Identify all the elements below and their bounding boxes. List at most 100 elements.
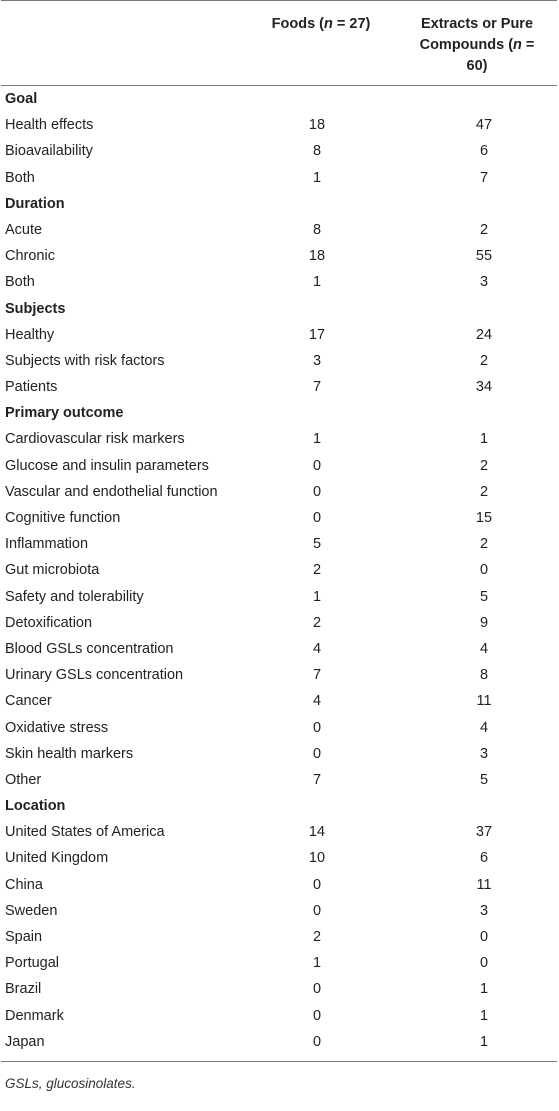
foods-count: 18 — [308, 117, 326, 134]
header-extracts: Extracts or Pure Compounds (n = 60) — [397, 14, 557, 77]
row-label: Vascular and endothelial function — [5, 483, 218, 500]
table-row: Brazil 0 1 — [1, 976, 557, 1002]
extracts-count: 4 — [479, 719, 489, 736]
row-label: Acute — [5, 221, 43, 238]
section-header-row: Duration — [1, 191, 557, 217]
table-row: Portugal 1 0 — [1, 950, 557, 976]
section-label: Primary outcome — [5, 405, 124, 422]
foods-count: 7 — [312, 771, 322, 788]
row-label: Glucose and insulin parameters — [5, 457, 209, 474]
table-body: Goal Health effects 18 47 Bioavailability 8 6 B… — [1, 86, 557, 1055]
row-label: Spain — [5, 929, 43, 945]
row-label: Chronic — [5, 248, 55, 265]
foods-count: 0 — [312, 981, 322, 998]
header-foods-prefix: Foods ( — [271, 16, 324, 32]
foods-count: 8 — [312, 221, 322, 238]
extracts-count: 9 — [479, 614, 489, 631]
extracts-count: 6 — [479, 850, 489, 867]
table-row: Other 7 5 — [1, 767, 557, 793]
extracts-count: 2 — [479, 457, 489, 474]
header-foods-n: n — [324, 16, 333, 32]
row-label: Other — [5, 771, 42, 788]
table-row: Oxidative stress 0 4 — [1, 715, 557, 741]
extracts-count: 47 — [475, 117, 493, 134]
table-row: Healthy 17 24 — [1, 322, 557, 348]
extracts-count: 2 — [479, 483, 489, 500]
table-row: Both 1 3 — [1, 269, 557, 295]
foods-count: 0 — [312, 745, 322, 762]
table-row: Cognitive function 0 15 — [1, 505, 557, 531]
extracts-count: 1 — [479, 431, 489, 448]
foods-count: 10 — [308, 850, 326, 867]
table-row: Subjects with risk factors 3 2 — [1, 348, 557, 374]
section-header-row: Goal — [1, 86, 557, 112]
foods-count: 2 — [312, 614, 322, 631]
header-extracts-line2: Compounds (n = — [397, 35, 557, 56]
table-row: China 0 11 — [1, 872, 557, 898]
row-label: Cognitive function — [5, 510, 121, 526]
table-bottom-rule — [1, 1060, 557, 1062]
row-label: Brazil — [5, 981, 42, 998]
extracts-count: 0 — [479, 955, 489, 972]
table-row: Glucose and insulin parameters 0 2 — [1, 453, 557, 479]
foods-count: 14 — [308, 824, 326, 841]
foods-count: 1 — [312, 169, 322, 186]
table-row: Both 1 7 — [1, 165, 557, 191]
row-label: Detoxification — [5, 614, 93, 631]
section-label: Goal — [5, 91, 38, 107]
extracts-count: 34 — [475, 379, 493, 396]
foods-count: 17 — [308, 326, 326, 343]
table-row: United States of America 14 37 — [1, 819, 557, 845]
table-row: Acute 8 2 — [1, 217, 557, 243]
table-row: Spain 2 0 — [1, 924, 557, 950]
table-row: Cancer 4 11 — [1, 688, 557, 714]
table-footnote: GSLs, glucosinolates. — [5, 1075, 136, 1091]
extracts-count: 37 — [475, 824, 493, 841]
header-extracts-n: n — [513, 37, 522, 53]
row-label: China — [5, 876, 43, 893]
row-label: Denmark — [5, 1007, 64, 1024]
header-extracts-line2-suffix: = — [521, 37, 535, 53]
row-label: Cancer — [5, 693, 52, 710]
row-label: Both — [5, 274, 35, 291]
extracts-count: 1 — [479, 1033, 489, 1050]
header-extracts-line1: Extracts or Pure — [420, 16, 534, 32]
foods-count: 8 — [312, 143, 322, 160]
extracts-count: 15 — [475, 510, 493, 526]
section-label: Duration — [5, 195, 65, 212]
extracts-count: 5 — [479, 771, 489, 788]
extracts-count: 8 — [479, 667, 489, 684]
row-label: Patients — [5, 379, 58, 396]
extracts-count: 6 — [479, 143, 489, 160]
extracts-count: 2 — [479, 536, 489, 553]
table-row: Blood GSLs concentration 4 4 — [1, 636, 557, 662]
table-row: Japan 0 1 — [1, 1029, 557, 1055]
header-foods-suffix: = 27) — [332, 16, 371, 32]
table-row: Urinary GSLs concentration 7 8 — [1, 662, 557, 688]
table-row: Bioavailability 8 6 — [1, 138, 557, 164]
row-label: Subjects with risk factors — [5, 352, 165, 369]
extracts-count: 7 — [479, 169, 489, 186]
foods-count: 5 — [312, 536, 322, 553]
row-label: Sweden — [5, 902, 58, 919]
extracts-count: 2 — [479, 352, 489, 369]
table-row: Inflammation 5 2 — [1, 531, 557, 557]
foods-count: 4 — [312, 693, 322, 710]
extracts-count: 11 — [476, 693, 492, 710]
table-row: Skin health markers 0 3 — [1, 741, 557, 767]
extracts-count: 1 — [479, 981, 489, 998]
foods-count: 1 — [312, 431, 322, 448]
table-row: Health effects 18 47 — [1, 112, 557, 138]
foods-count: 0 — [312, 1007, 322, 1024]
header-extracts-line3: 60) — [466, 58, 488, 74]
foods-count: 0 — [312, 510, 322, 526]
foods-count: 1 — [312, 274, 322, 291]
row-label: Gut microbiota — [5, 562, 100, 579]
section-header-row: Location — [1, 793, 557, 819]
extracts-count: 4 — [479, 640, 489, 657]
row-label: Cardiovascular risk markers — [5, 431, 185, 448]
row-label: Bioavailability — [5, 143, 93, 160]
table-row: Denmark 0 1 — [1, 1003, 557, 1029]
foods-count: 0 — [312, 902, 322, 919]
extracts-count: 0 — [479, 562, 489, 579]
